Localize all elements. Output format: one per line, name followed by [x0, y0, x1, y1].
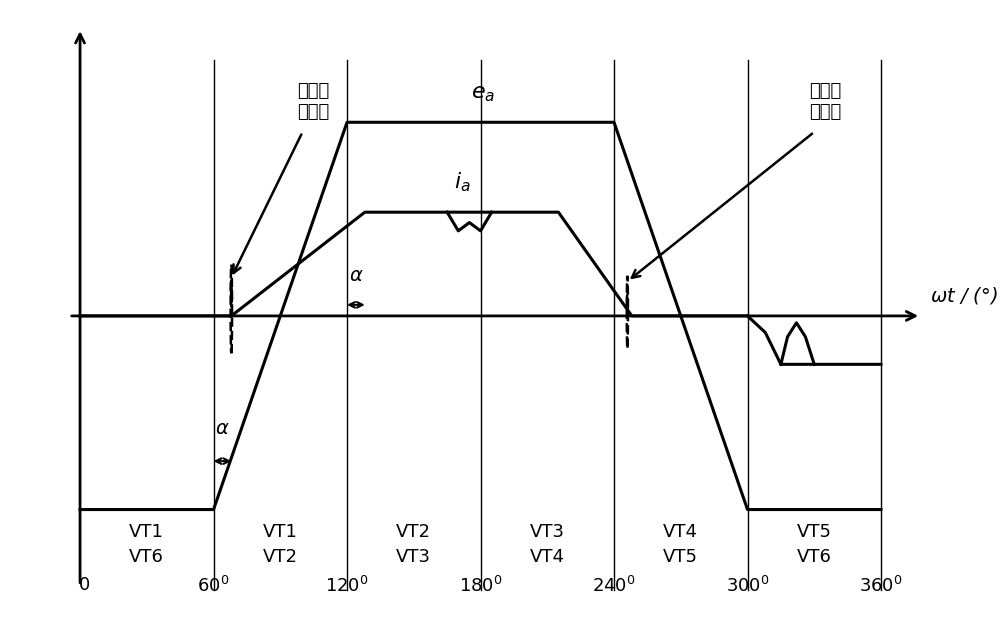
Text: VT1: VT1 — [129, 523, 164, 541]
Text: VT1: VT1 — [263, 523, 298, 541]
Text: VT3: VT3 — [396, 548, 431, 565]
Text: 120$^0$: 120$^0$ — [325, 576, 369, 596]
Text: 180$^0$: 180$^0$ — [459, 576, 502, 596]
Text: 300$^0$: 300$^0$ — [726, 576, 769, 596]
Text: VT3: VT3 — [530, 523, 565, 541]
Text: 360$^0$: 360$^0$ — [859, 576, 903, 596]
Text: 0: 0 — [79, 576, 90, 594]
Text: 240$^0$: 240$^0$ — [592, 576, 636, 596]
Text: $\alpha$: $\alpha$ — [215, 418, 230, 438]
Text: VT2: VT2 — [263, 548, 298, 565]
Text: VT2: VT2 — [396, 523, 431, 541]
Text: $\omega t$ / (°): $\omega t$ / (°) — [930, 285, 998, 306]
Text: VT5: VT5 — [663, 548, 698, 565]
Text: 不导通
相续流: 不导通 相续流 — [298, 82, 330, 121]
Text: 不导通
相续流: 不导通 相续流 — [809, 82, 842, 121]
Text: VT6: VT6 — [129, 548, 164, 565]
Text: VT4: VT4 — [530, 548, 565, 565]
Text: $i_a$: $i_a$ — [454, 171, 471, 194]
Text: VT4: VT4 — [663, 523, 698, 541]
Text: VT6: VT6 — [797, 548, 832, 565]
Text: VT5: VT5 — [797, 523, 832, 541]
Text: 60$^0$: 60$^0$ — [197, 576, 230, 596]
Text: $\alpha$: $\alpha$ — [349, 266, 363, 286]
Text: $e_a$: $e_a$ — [471, 84, 495, 104]
